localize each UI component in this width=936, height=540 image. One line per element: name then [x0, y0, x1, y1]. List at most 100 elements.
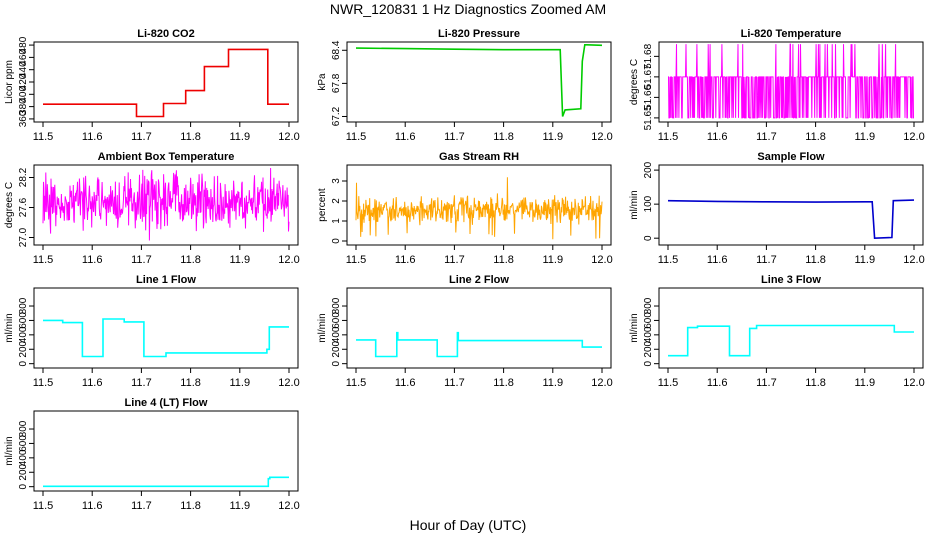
x-tick-label: 12.0	[591, 254, 612, 266]
x-tick-label: 12.0	[903, 254, 924, 266]
y-tick-label: 0	[331, 360, 342, 366]
x-tick-label: 11.6	[82, 377, 103, 389]
y-tick-label: 0	[643, 235, 654, 241]
plot-frame	[33, 410, 299, 492]
x-tick-label: 11.9	[230, 131, 251, 143]
y-tick-label: 400	[643, 326, 654, 343]
x-tick-label: 11.6	[82, 131, 103, 143]
chart-panel-10: Line 4 (LT) Flow 11.5 11.6 11.7 11.8 11.9 12.0…	[4, 397, 300, 512]
x-tick-label: 11.9	[855, 377, 876, 389]
y-tick-label: 51.68	[643, 43, 654, 68]
plot-frame	[658, 287, 924, 369]
x-tick-label: 11.6	[82, 500, 103, 512]
series-line-1	[668, 43, 914, 119]
x-tick-label: 11.7	[756, 254, 777, 266]
x-tick-label: 12.0	[278, 500, 299, 512]
x-tick-label: 11.7	[444, 131, 465, 143]
x-tick-label: 11.5	[33, 500, 54, 512]
x-tick-label: 11.8	[805, 377, 826, 389]
x-tick-label: 11.5	[346, 131, 367, 143]
series-line-1	[355, 43, 603, 117]
y-tick-label: 200	[331, 340, 342, 357]
y-tick-label: 100	[643, 195, 654, 212]
panel-title: Gas Stream RH	[439, 151, 519, 163]
x-tick-label: 12.0	[278, 131, 299, 143]
page-title: NWR_120831 1 Hz Diagnostics Zoomed AM	[329, 1, 607, 17]
series-line-1	[43, 476, 289, 488]
x-tick-label: 11.8	[493, 254, 514, 266]
series-line-1	[43, 48, 289, 118]
panel-title: Line 4 (LT) Flow	[125, 397, 208, 409]
x-tick-label: 11.5	[33, 131, 54, 143]
series-line-1	[667, 199, 915, 240]
series-line-1	[356, 331, 602, 358]
x-tick-label: 11.7	[756, 131, 777, 143]
panel-title: Line 1 Flow	[136, 274, 196, 286]
panel-title: Li-820 CO2	[137, 28, 194, 40]
x-tick-label: 11.7	[444, 377, 465, 389]
y-tick-label: 27.6	[18, 197, 29, 217]
series-line-1	[43, 318, 289, 358]
x-tick-label: 11.5	[33, 254, 54, 266]
y-tick-label: 51.66	[643, 84, 654, 109]
y-axis-label: degrees C	[4, 182, 15, 228]
y-tick-label: 67.8	[331, 73, 342, 93]
panel-title: Line 2 Flow	[449, 274, 509, 286]
x-tick-label: 11.9	[855, 131, 876, 143]
chart-panel-6: Sample Flow 11.5 11.6 11.7 11.8 11.9 12.0 0 100 2…	[629, 151, 925, 266]
x-tick-label: 12.0	[903, 131, 924, 143]
x-tick-label: 11.9	[543, 254, 564, 266]
x-tick-label: 11.9	[855, 254, 876, 266]
x-tick-label: 11.7	[131, 254, 152, 266]
x-tick-label: 11.8	[180, 500, 201, 512]
y-axis-label: degrees C	[629, 59, 640, 105]
y-tick-label: 0	[331, 238, 342, 244]
y-tick-label: 800	[18, 297, 29, 314]
y-axis-label: ml/min	[4, 313, 15, 342]
y-tick-label: 200	[18, 463, 29, 480]
y-axis-label: ml/min	[317, 313, 328, 342]
y-tick-label: 200	[643, 340, 654, 357]
x-tick-label: 11.8	[805, 131, 826, 143]
x-tick-label: 11.5	[658, 377, 679, 389]
chart-panel-7: Line 1 Flow 11.5 11.6 11.7 11.8 11.9 12.0 0 2004…	[4, 274, 300, 389]
y-axis-label: ml/min	[4, 436, 15, 465]
x-tick-label: 11.6	[395, 131, 416, 143]
x-tick-label: 11.8	[180, 254, 201, 266]
x-tick-label: 11.5	[33, 377, 54, 389]
plot-frame	[658, 164, 924, 246]
y-tick-label: 400	[18, 86, 29, 103]
y-tick-label: 400	[18, 326, 29, 343]
y-tick-label: 67.2	[331, 106, 342, 126]
panel-title: Li-820 Temperature	[741, 28, 842, 40]
x-tick-label: 11.7	[444, 254, 465, 266]
y-tick-label: 360	[18, 110, 29, 127]
x-tick-label: 11.6	[707, 377, 728, 389]
y-tick-label: 0	[18, 360, 29, 366]
panel-title: Sample Flow	[757, 151, 825, 163]
plot-frame	[346, 287, 612, 369]
plot-frame	[658, 41, 924, 123]
panel-title: Line 3 Flow	[761, 274, 821, 286]
y-axis-label: Licor ppm	[4, 60, 15, 104]
x-axis-title: Hour of Day (UTC)	[409, 517, 527, 533]
x-tick-label: 11.6	[82, 254, 103, 266]
chart-panel-8: Line 2 Flow 11.5 11.6 11.7 11.8 11.9 12.0 0 2004…	[317, 274, 613, 389]
chart-panel-9: Line 3 Flow 11.5 11.6 11.7 11.8 11.9 12.0 0 2004…	[629, 274, 925, 389]
x-tick-label: 11.8	[493, 131, 514, 143]
y-tick-label: 800	[643, 297, 654, 314]
x-tick-label: 11.7	[131, 500, 152, 512]
chart-panel-4: Ambient Box Temperature 11.5 11.6 11.7 11.8 1…	[4, 151, 300, 266]
y-tick-label: 400	[18, 449, 29, 466]
y-tick-label: 1	[331, 218, 342, 224]
x-tick-label: 11.8	[180, 377, 201, 389]
y-axis-label: ml/min	[629, 190, 640, 219]
y-tick-label: 800	[18, 420, 29, 437]
plot-frame	[346, 164, 612, 246]
y-tick-label: 800	[331, 297, 342, 314]
series-line-1	[355, 177, 603, 240]
y-tick-label: 440	[18, 61, 29, 78]
y-tick-label: 0	[643, 360, 654, 366]
x-tick-label: 11.7	[131, 377, 152, 389]
y-tick-label: 400	[331, 326, 342, 343]
